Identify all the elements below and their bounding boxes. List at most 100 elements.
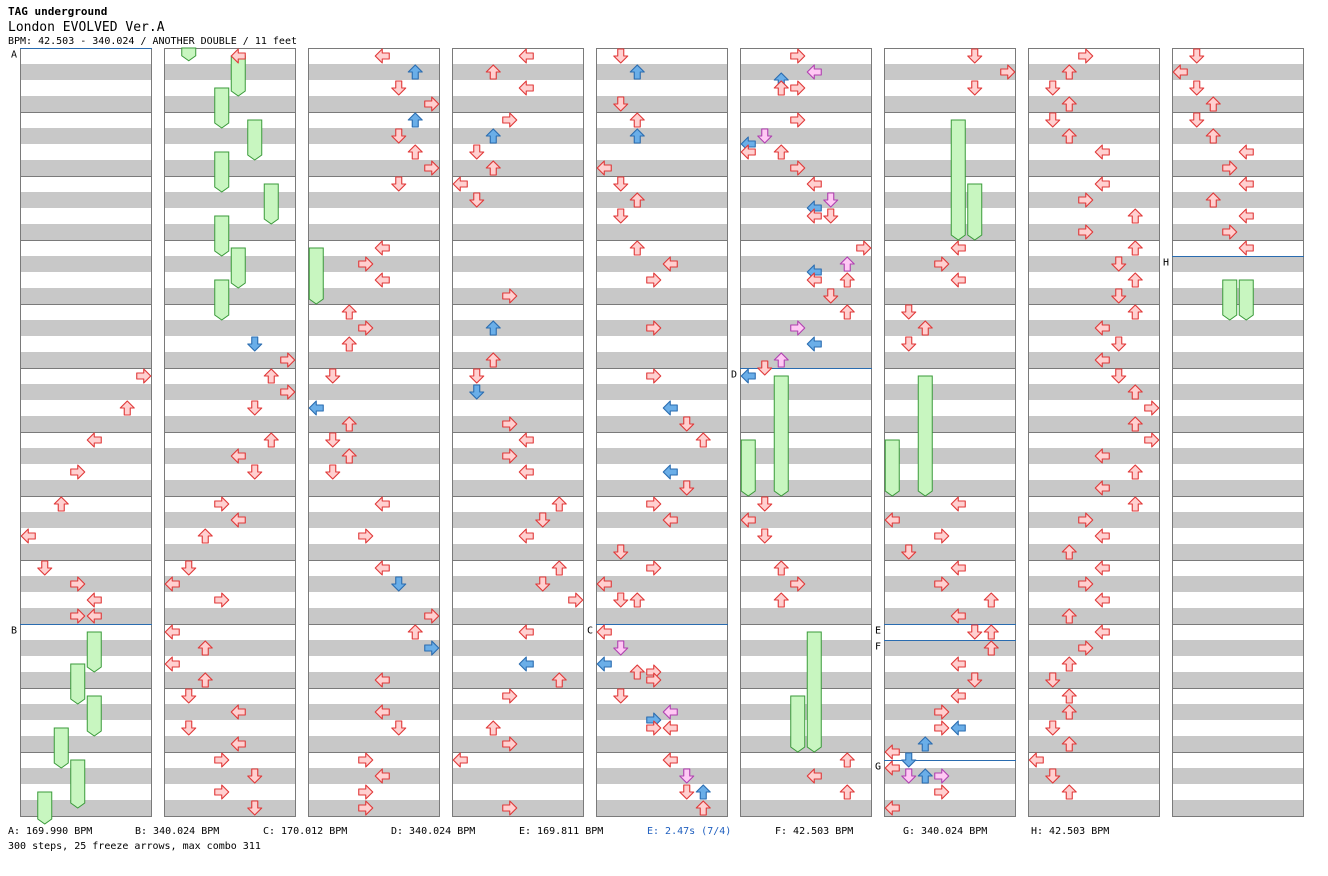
step-arrow-red: [934, 576, 950, 592]
step-arrow-red: [1205, 96, 1221, 112]
beat-stripe: [308, 352, 440, 368]
step-arrow-pink: [823, 192, 839, 208]
step-arrow-red: [551, 560, 567, 576]
beat-stripe: [308, 192, 440, 208]
beat-stripe: [740, 576, 872, 592]
step-arrow-red: [119, 400, 135, 416]
step-arrow-red: [230, 736, 246, 752]
beat-stripe: [308, 512, 440, 528]
step-arrow-red: [1061, 784, 1077, 800]
step-arrow-red: [934, 720, 950, 736]
beat-stripe: [20, 128, 152, 144]
beat-stripe: [164, 768, 296, 784]
step-arrow-red: [518, 528, 534, 544]
beat-stripe: [884, 544, 1016, 560]
beat-stripe: [596, 768, 728, 784]
step-arrow-red: [280, 352, 296, 368]
step-arrow-red: [901, 304, 917, 320]
beat-stripe: [20, 64, 152, 80]
chart-column: [1172, 48, 1304, 817]
step-arrow-red: [1127, 208, 1143, 224]
beat-stripe: [740, 416, 872, 432]
beat-stripe: [884, 352, 1016, 368]
step-arrow-red: [1111, 256, 1127, 272]
step-arrow-red: [1127, 272, 1143, 288]
beat-stripe: [1172, 128, 1304, 144]
step-arrow-red: [934, 528, 950, 544]
beat-stripe: [20, 416, 152, 432]
step-arrow-blue: [662, 464, 678, 480]
footer-bpm-g: G: 340.024 BPM: [903, 826, 988, 837]
step-arrow-blue: [391, 576, 407, 592]
step-arrow-red: [1061, 704, 1077, 720]
step-arrow-red: [1094, 176, 1110, 192]
beat-stripe: [884, 160, 1016, 176]
step-arrow-red: [374, 672, 390, 688]
step-arrow-red: [70, 576, 86, 592]
beat-stripe: [884, 704, 1016, 720]
artist-name: TAG underground: [8, 5, 108, 18]
beat-stripe: [452, 640, 584, 656]
step-arrow-red: [613, 208, 629, 224]
beat-stripe: [740, 288, 872, 304]
step-arrow-red: [629, 592, 645, 608]
beat-stripe: [308, 128, 440, 144]
beat-stripe: [452, 384, 584, 400]
step-arrow-red: [518, 48, 534, 64]
step-arrow-blue: [247, 336, 263, 352]
beat-stripe: [1028, 288, 1160, 304]
footer-bpm-b: B: 340.024 BPM: [135, 826, 220, 837]
step-arrow-red: [806, 176, 822, 192]
step-arrow-red: [806, 768, 822, 784]
freeze-arrow: [1238, 279, 1254, 321]
beat-stripe: [1028, 608, 1160, 624]
beat-stripe: [740, 480, 872, 496]
beat-stripe: [740, 256, 872, 272]
beat-stripe: [740, 640, 872, 656]
step-arrow-red: [325, 368, 341, 384]
step-arrow-red: [391, 128, 407, 144]
beat-stripe: [596, 64, 728, 80]
step-arrow-red: [374, 272, 390, 288]
beat-stripe: [740, 736, 872, 752]
step-arrow-red: [424, 608, 440, 624]
step-arrow-red: [662, 256, 678, 272]
chart-column: [452, 48, 584, 817]
beat-stripe: [884, 448, 1016, 464]
beat-stripe: [1172, 608, 1304, 624]
beat-stripe: [884, 320, 1016, 336]
beat-stripe: [164, 320, 296, 336]
beat-stripe: [1172, 480, 1304, 496]
beat-stripe: [1172, 640, 1304, 656]
step-arrow-red: [469, 368, 485, 384]
marker-label: A: [11, 50, 17, 61]
step-arrow-red: [181, 720, 197, 736]
step-arrow-red: [596, 624, 612, 640]
footer-stop-e: E: 2.47s (7/4): [647, 826, 732, 837]
step-arrow-red: [136, 368, 152, 384]
beat-stripe: [20, 320, 152, 336]
beat-stripe: [308, 800, 440, 816]
step-arrow-red: [950, 240, 966, 256]
step-arrow-red: [391, 720, 407, 736]
beat-stripe: [20, 224, 152, 240]
step-arrow-red: [1045, 672, 1061, 688]
freeze-arrow: [214, 151, 230, 193]
step-arrow-red: [374, 704, 390, 720]
step-arrow-blue: [917, 736, 933, 752]
beat-stripe: [452, 160, 584, 176]
beat-stripe: [164, 192, 296, 208]
step-arrow-blue: [629, 64, 645, 80]
beat-stripe: [1028, 416, 1160, 432]
step-arrow-red: [1094, 480, 1110, 496]
step-arrow-blue: [407, 112, 423, 128]
step-arrow-red: [806, 272, 822, 288]
step-arrow-red: [613, 544, 629, 560]
chart-column: [308, 48, 440, 817]
beat-stripe: [884, 672, 1016, 688]
beat-stripe: [596, 384, 728, 400]
beat-stripe: [884, 256, 1016, 272]
step-arrow-red: [1127, 304, 1143, 320]
beat-stripe: [884, 416, 1016, 432]
beat-stripe: [596, 608, 728, 624]
